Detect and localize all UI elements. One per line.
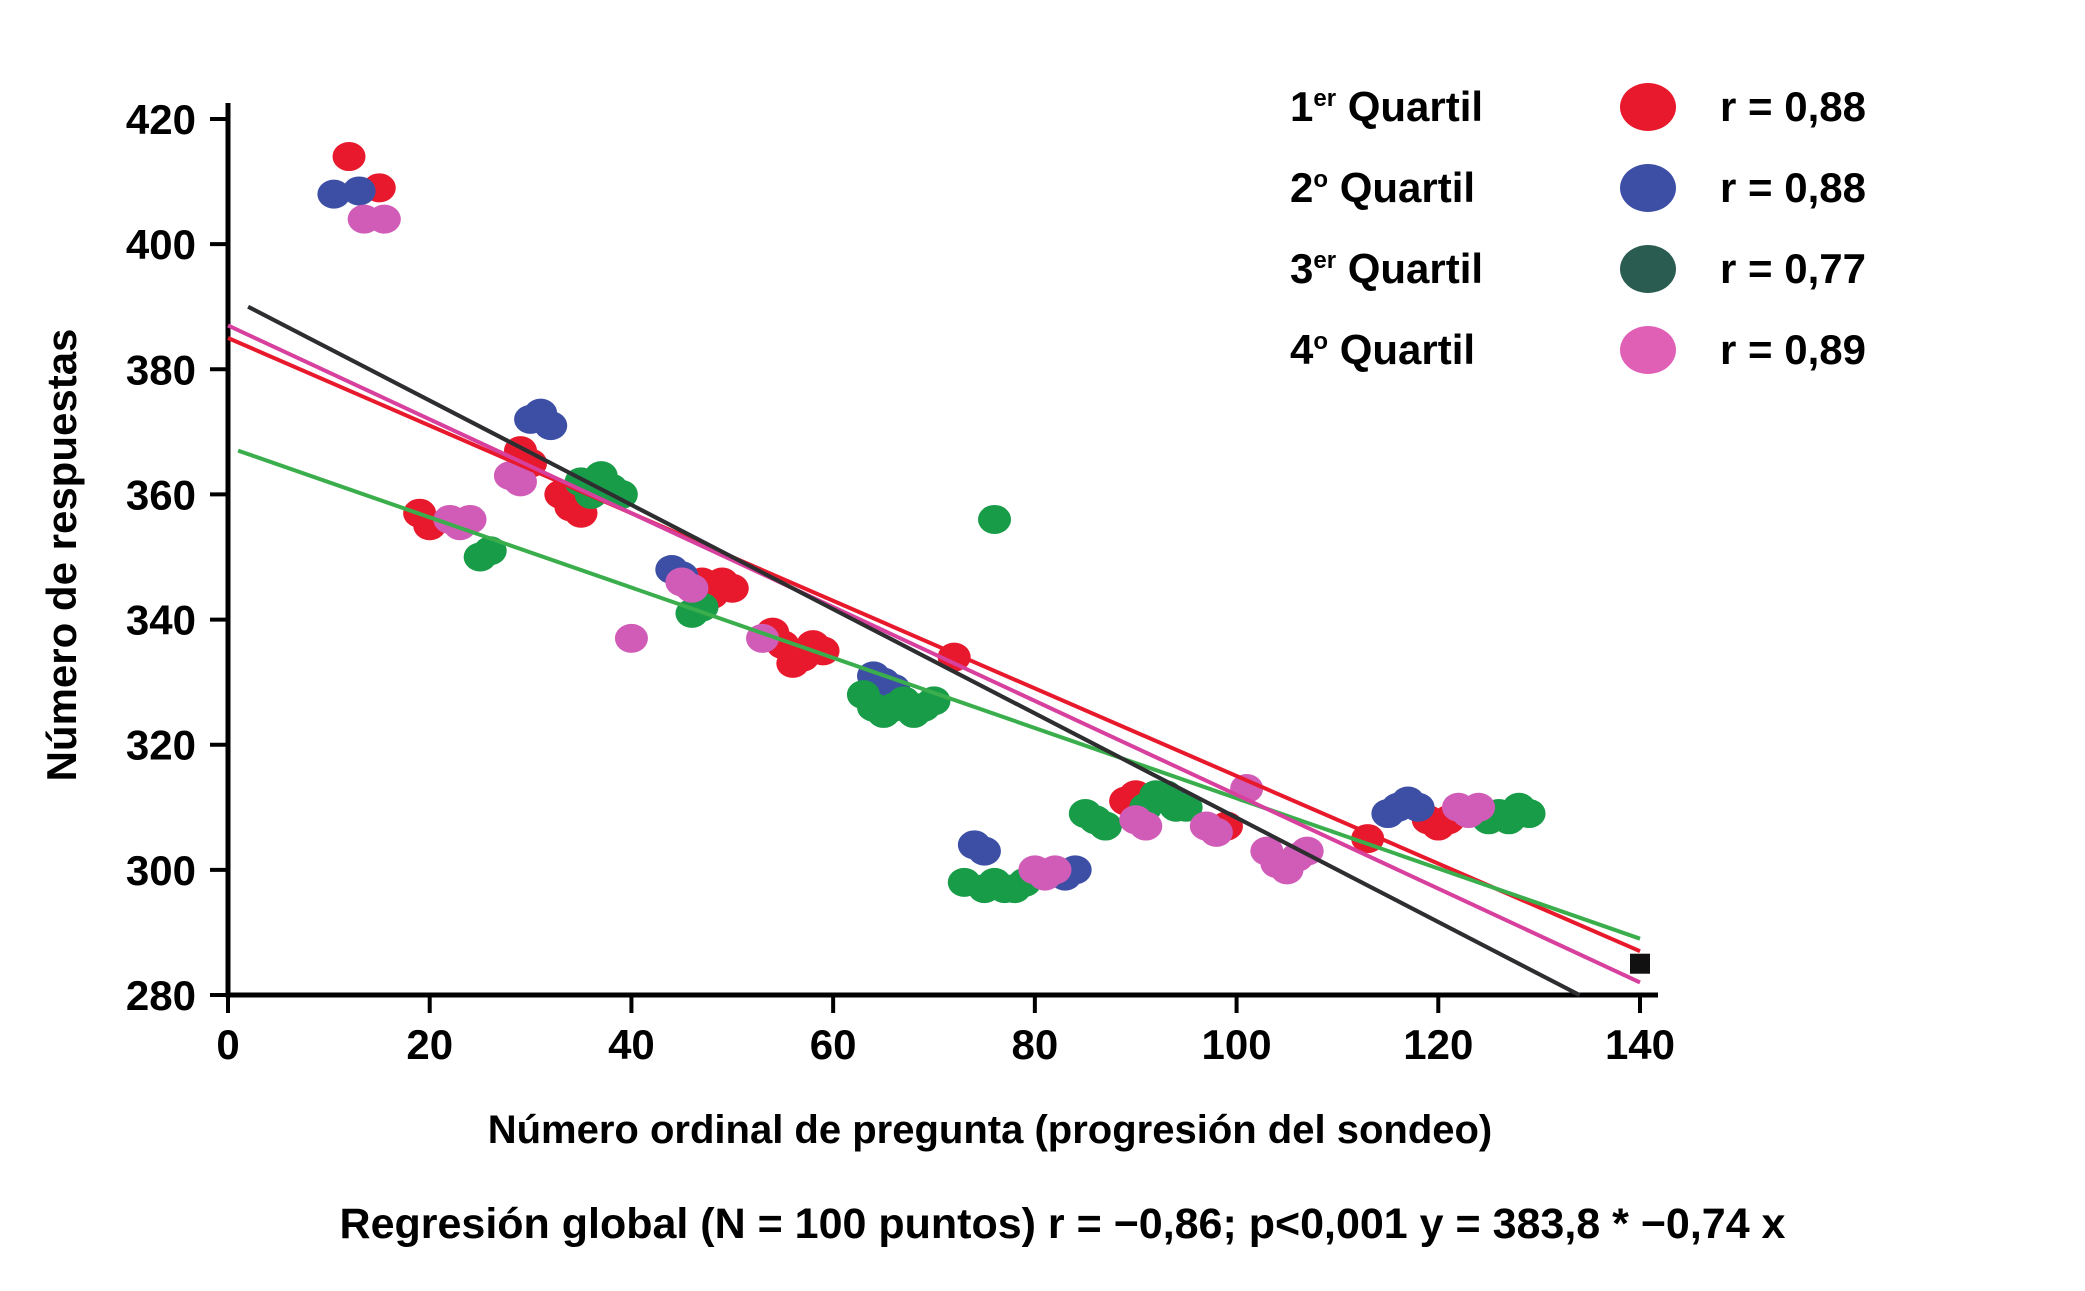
- x-tick-label: 80: [1011, 1021, 1058, 1068]
- data-point-q4: [367, 204, 401, 234]
- y-tick-label: 280: [126, 972, 196, 1019]
- legend-label-q4: 4o Quartil: [1290, 325, 1476, 373]
- x-tick-label: 140: [1605, 1021, 1675, 1068]
- trend-line-q3: [237, 448, 1641, 941]
- data-point-q4: [1038, 855, 1072, 885]
- extra-point-square: [1630, 953, 1650, 974]
- data-point-q2: [1401, 792, 1435, 822]
- x-tick-label: 60: [810, 1021, 857, 1068]
- data-point-q3: [1169, 792, 1203, 822]
- x-axis-title: Número ordinal de pregunta (progresión d…: [487, 1108, 1493, 1152]
- x-tick-label: 100: [1202, 1021, 1272, 1068]
- legend-r-value-q2: r = 0,88: [1720, 163, 1866, 211]
- legend-r-value-q4: r = 0,89: [1720, 325, 1866, 373]
- data-point-q1: [715, 573, 749, 603]
- legend-label-q1: 1er Quartil: [1290, 82, 1484, 130]
- data-point-q3: [978, 504, 1012, 534]
- legend-item-q1: 1er Quartil r = 0,88: [1290, 66, 1866, 147]
- y-tick-label: 340: [126, 597, 196, 644]
- data-point-q1: [332, 142, 366, 172]
- x-tick-label: 40: [608, 1021, 655, 1068]
- data-point-q4: [1462, 792, 1496, 822]
- data-point-q2: [967, 836, 1001, 866]
- legend-dot-q2: [1620, 163, 1676, 212]
- data-point-q2: [342, 176, 376, 206]
- y-tick-label: 360: [126, 471, 196, 518]
- data-point-q4: [503, 467, 537, 497]
- data-point-q3: [1088, 811, 1122, 841]
- legend-r-value-q1: r = 0,88: [1720, 82, 1866, 130]
- x-tick-label: 0: [216, 1021, 239, 1068]
- trend-line-q1: [227, 336, 1641, 954]
- data-point-q4: [614, 623, 648, 653]
- legend-label-q3: 3er Quartil: [1290, 244, 1484, 292]
- legend-item-q4: 4o Quartil r = 0,89: [1290, 309, 1866, 390]
- legend: 1er Quartil r = 0,88 2o Quartil r = 0,88…: [1290, 66, 1866, 390]
- legend-item-q2: 2o Quartil r = 0,88: [1290, 147, 1866, 228]
- data-point-q4: [1129, 811, 1163, 841]
- y-tick-label: 380: [126, 346, 196, 393]
- legend-dot-q3: [1620, 244, 1676, 293]
- legend-label-q2: 2o Quartil: [1290, 163, 1476, 211]
- y-axis-title: Número de respuestas: [38, 328, 85, 782]
- global-regression-caption: Regresión global (N = 100 puntos) r = −0…: [339, 1200, 1786, 1248]
- y-tick-label: 300: [126, 847, 196, 894]
- y-tick-label: 420: [126, 96, 196, 143]
- legend-item-q3: 3er Quartil r = 0,77: [1290, 228, 1866, 309]
- y-tick-label: 320: [126, 722, 196, 769]
- y-tick-label: 400: [126, 221, 196, 268]
- legend-r-value-q3: r = 0,77: [1720, 244, 1866, 292]
- data-point-q3: [473, 536, 507, 566]
- data-point-q2: [317, 179, 351, 209]
- legend-dot-q1: [1620, 82, 1676, 131]
- legend-dot-q4: [1620, 325, 1676, 374]
- x-tick-label: 20: [406, 1021, 453, 1068]
- x-tick-label: 120: [1403, 1021, 1473, 1068]
- data-point-q3: [1512, 799, 1546, 829]
- data-point-q2: [534, 411, 568, 441]
- global-trend-line: [247, 304, 1581, 997]
- data-point-q4: [1199, 817, 1233, 847]
- trend-line-q4: [227, 323, 1641, 985]
- data-point-q4: [675, 573, 709, 603]
